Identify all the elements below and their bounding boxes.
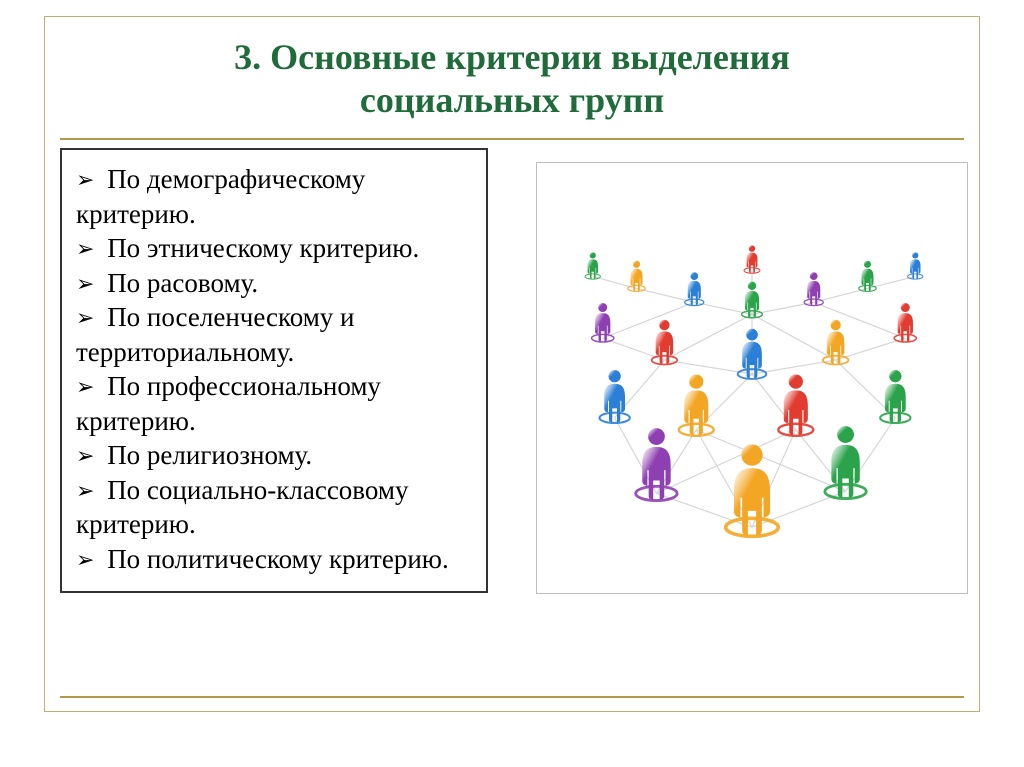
criteria-item: ➢ По религиозному. (76, 438, 472, 473)
slide-title: 3. Основные критерии выделения социальны… (0, 36, 1024, 122)
person-icon (908, 252, 923, 279)
person-icon (600, 370, 630, 423)
criteria-text: По поселенческому и территориальному. (76, 302, 355, 367)
person-icon (859, 261, 877, 292)
person-icon (744, 245, 760, 273)
person-icon (592, 303, 614, 342)
criteria-text: По расовому. (107, 268, 258, 298)
person-icon (894, 303, 916, 342)
person-icon (825, 426, 866, 498)
person-icon (628, 261, 646, 292)
bullet-icon: ➢ (76, 167, 94, 192)
bullet-icon: ➢ (76, 374, 94, 399)
person-icon (823, 320, 848, 365)
criteria-item: ➢ По расовому. (76, 266, 472, 301)
criteria-item: ➢ По демографическому критерию. (76, 162, 472, 231)
criteria-text: По демографическому критерию. (76, 164, 365, 229)
network-illustration (536, 162, 968, 594)
criteria-text: По социально-классовому критерию. (76, 475, 408, 540)
person-icon (652, 320, 677, 365)
bullet-icon: ➢ (76, 271, 94, 296)
person-icon (685, 272, 704, 305)
criteria-item: ➢ По профессиональному критерию. (76, 369, 472, 438)
criteria-text: По политическому критерию. (107, 544, 449, 574)
criteria-item: ➢ По политическому критерию. (76, 542, 472, 577)
bullet-icon: ➢ (76, 443, 94, 468)
network-svg (537, 163, 967, 593)
person-icon (636, 428, 677, 500)
bullet-icon: ➢ (76, 547, 94, 572)
person-icon (679, 374, 714, 435)
person-icon (880, 370, 910, 423)
criteria-text: По профессиональному критерию. (76, 371, 381, 436)
criteria-item: ➢ По этническому критерию. (76, 231, 472, 266)
bullet-icon: ➢ (76, 236, 94, 261)
bullet-icon: ➢ (76, 305, 94, 330)
criteria-text: По этническому критерию. (107, 233, 419, 263)
title-line-2: социальных групп (0, 79, 1024, 122)
person-icon (778, 374, 813, 435)
divider-bottom (60, 696, 964, 698)
person-icon (804, 272, 823, 305)
criteria-item: ➢ По поселенческому и территориальному. (76, 300, 472, 369)
criteria-item: ➢ По социально-классовому критерию. (76, 473, 472, 542)
title-line-1: 3. Основные критерии выделения (0, 36, 1024, 79)
criteria-box: ➢ По демографическому критерию.➢ По этни… (60, 148, 488, 593)
person-icon (585, 252, 600, 279)
divider-top (60, 138, 964, 140)
bullet-icon: ➢ (76, 478, 94, 503)
criteria-text: По религиозному. (107, 440, 312, 470)
